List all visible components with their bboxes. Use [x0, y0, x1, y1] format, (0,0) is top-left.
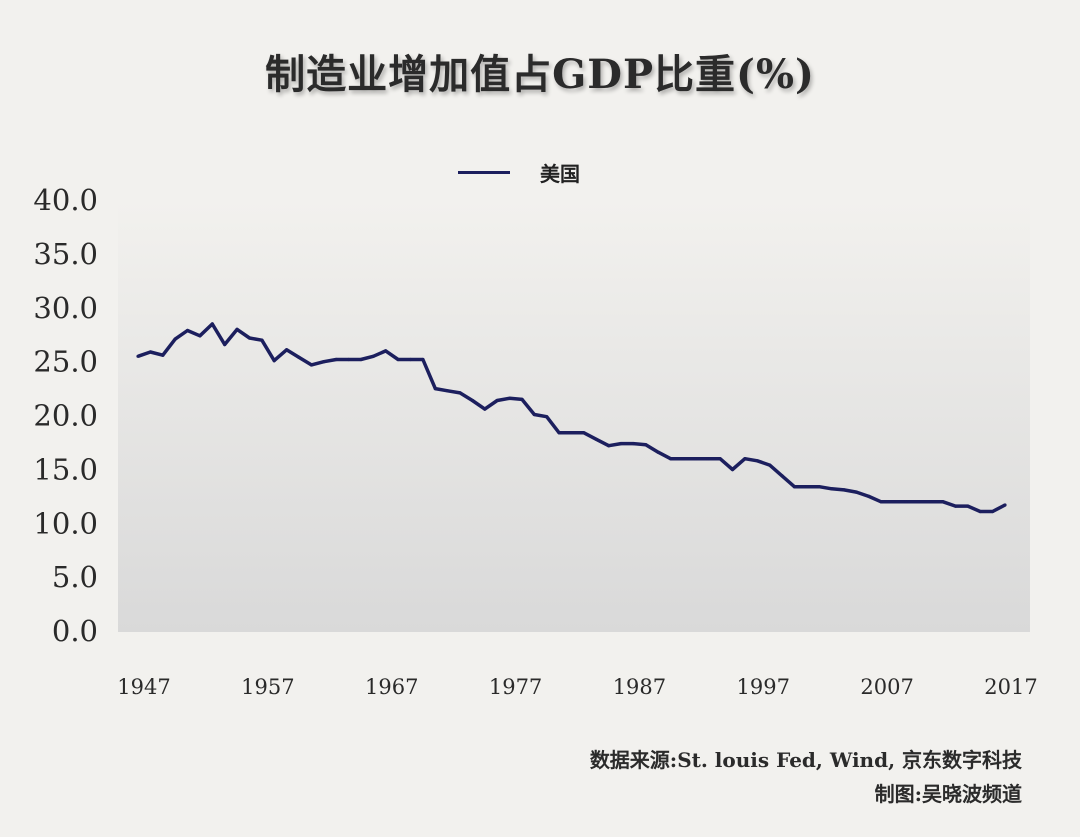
- data-point: [334, 357, 338, 362]
- data-point: [285, 348, 289, 352]
- data-point: [161, 353, 165, 357]
- data-point: [891, 500, 896, 504]
- data-point: [532, 412, 536, 417]
- data-point: [421, 357, 425, 362]
- data-point: [966, 504, 970, 508]
- data-point: [693, 457, 698, 461]
- data-point: [607, 444, 611, 448]
- data-point: [198, 334, 202, 338]
- data-point: [656, 450, 660, 454]
- data-point: [916, 500, 920, 504]
- x-tick-label: 1987: [613, 675, 666, 699]
- data-point: [322, 360, 326, 364]
- data-point: [396, 357, 400, 362]
- data-point: [780, 474, 784, 478]
- data-point: [718, 457, 722, 461]
- data-point: [929, 500, 933, 504]
- data-point: [470, 398, 474, 403]
- x-tick-label: 1967: [365, 675, 418, 699]
- series-group: [136, 322, 1007, 514]
- x-tick-label: 1957: [241, 675, 294, 699]
- data-point: [582, 431, 586, 435]
- data-point: [247, 336, 252, 340]
- legend-label: 美国: [540, 161, 580, 186]
- data-point: [446, 389, 450, 393]
- data-point: [669, 457, 673, 461]
- x-tick-label: 1947: [117, 675, 170, 699]
- data-point: [173, 337, 177, 341]
- data-point: [483, 407, 487, 411]
- data-point: [347, 357, 351, 362]
- data-point: [619, 442, 623, 446]
- y-tick-label: 35.0: [33, 237, 98, 271]
- y-tick-label: 10.0: [33, 506, 98, 540]
- x-tick-label: 2007: [860, 675, 913, 699]
- data-point: [830, 487, 834, 491]
- y-axis: 0.0 5.0 10.0 15.0 20.0 25.0 30.0 35.0 40.0: [33, 183, 98, 648]
- data-point: [185, 328, 190, 333]
- data-point: [495, 398, 499, 403]
- data-point: [941, 500, 945, 504]
- y-tick-label: 5.0: [52, 560, 98, 594]
- legend: 美国: [458, 158, 580, 186]
- x-axis: 1947 1957 1967 1977 1987 1997 2007 2017: [117, 675, 1037, 699]
- data-point: [260, 338, 264, 342]
- data-point: [730, 467, 735, 472]
- y-tick-label: 30.0: [33, 291, 98, 325]
- chart-title: 制造业增加值占GDP比重(%): [265, 51, 815, 98]
- data-point: [879, 500, 883, 504]
- data-point: [520, 397, 524, 401]
- data-point: [755, 459, 759, 463]
- data-point: [1003, 503, 1007, 507]
- data-point: [991, 509, 995, 514]
- plot-area: [118, 200, 1030, 632]
- data-point: [371, 354, 375, 358]
- data-point: [557, 431, 561, 435]
- credit-note: 制图:吴晓波频道: [874, 782, 1022, 806]
- data-point: [148, 350, 152, 354]
- data-point: [644, 443, 648, 447]
- x-tick-label: 1977: [489, 675, 542, 699]
- data-point: [904, 500, 908, 504]
- x-tick-label: 1997: [737, 675, 790, 699]
- data-point: [842, 488, 846, 492]
- data-point: [545, 415, 549, 419]
- data-point: [706, 457, 710, 461]
- source-note: 数据来源:St. louis Fed, Wind, 京东数字科技: [589, 748, 1022, 772]
- data-point: [384, 349, 388, 353]
- data-point: [817, 485, 821, 489]
- data-point: [408, 357, 413, 362]
- y-tick-label: 20.0: [33, 399, 98, 433]
- y-tick-label: 15.0: [33, 452, 98, 486]
- data-point: [569, 431, 574, 435]
- data-point: [458, 391, 462, 395]
- data-point: [978, 509, 982, 514]
- data-point: [297, 355, 301, 359]
- data-point: [433, 387, 437, 391]
- data-point: [867, 494, 871, 498]
- data-point: [210, 322, 214, 326]
- y-tick-label: 25.0: [33, 345, 98, 379]
- data-point: [768, 463, 772, 467]
- y-tick-label: 40.0: [33, 183, 98, 217]
- data-point: [235, 327, 239, 331]
- data-point: [223, 342, 227, 347]
- data-point: [805, 485, 809, 489]
- legend-swatch: [458, 170, 510, 174]
- data-point: [136, 354, 140, 358]
- data-point: [681, 457, 685, 461]
- data-point: [309, 363, 313, 367]
- data-point: [594, 437, 598, 441]
- data-point: [953, 504, 958, 508]
- data-point: [508, 396, 512, 400]
- data-point: [272, 359, 276, 363]
- y-tick-label: 0.0: [52, 614, 98, 648]
- data-point: [792, 485, 797, 489]
- data-point: [359, 357, 363, 362]
- x-tick-label: 2017: [984, 675, 1037, 699]
- data-point: [854, 490, 859, 494]
- data-point: [743, 457, 747, 461]
- data-point: [631, 442, 636, 446]
